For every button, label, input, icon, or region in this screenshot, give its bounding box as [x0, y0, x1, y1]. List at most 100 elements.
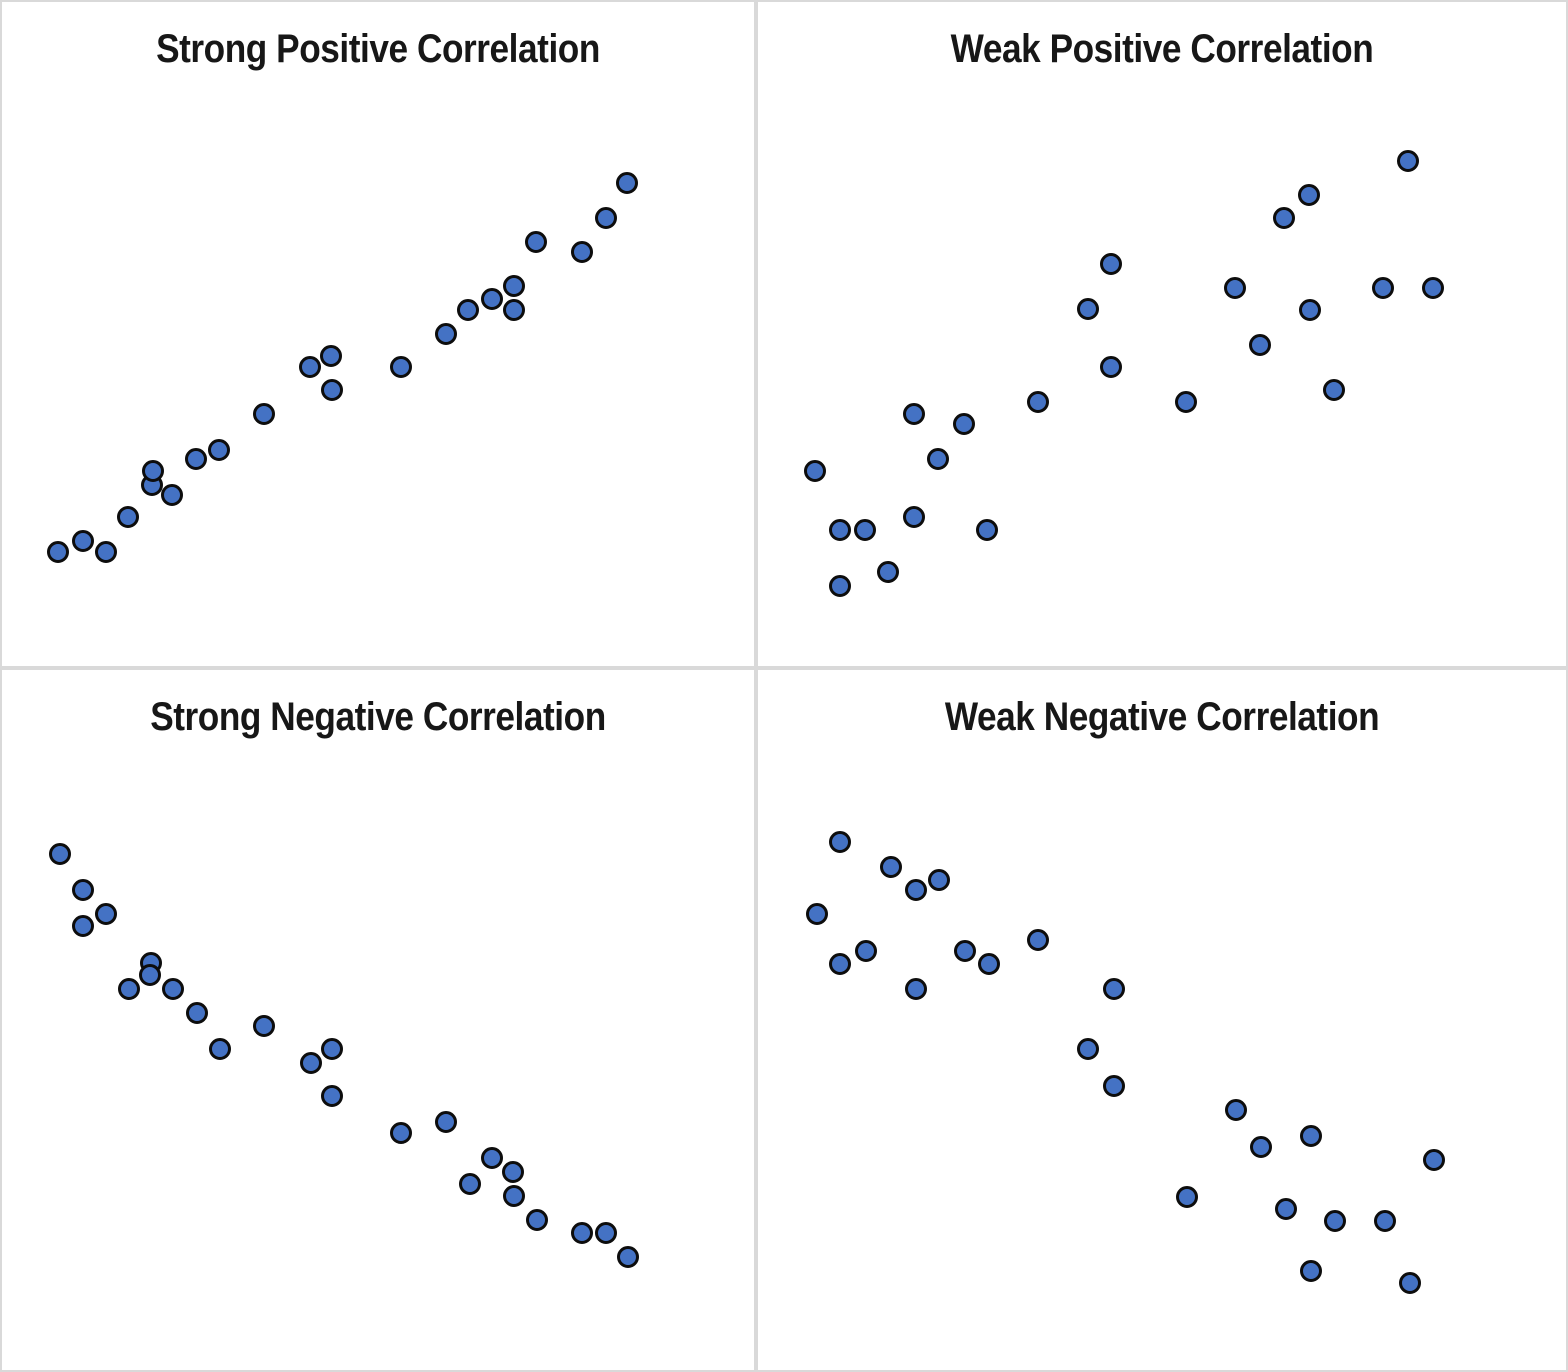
plot-area-weak-negative [758, 670, 1566, 1370]
scatter-point [1102, 978, 1125, 1001]
scatter-point [1300, 1259, 1323, 1282]
scatter-point [829, 518, 852, 541]
scatter-point [902, 403, 925, 426]
scatter-point [1421, 276, 1444, 299]
scatter-point [253, 403, 276, 426]
scatter-point [434, 323, 457, 345]
plot-area-strong-negative [2, 670, 754, 1370]
scatter-point [594, 207, 617, 230]
scatter-point [480, 288, 503, 311]
chart-title: Weak Negative Correlation [944, 695, 1380, 739]
scatter-point [1223, 276, 1246, 299]
scatter-point [1076, 1037, 1099, 1060]
scatter-point [503, 1184, 526, 1207]
scatter-point [47, 541, 70, 564]
scatter-point [457, 299, 480, 322]
scatter-point [458, 1172, 481, 1195]
scatter-point [389, 1122, 412, 1145]
scatter-point [300, 1051, 323, 1074]
scatter-point [94, 541, 117, 564]
chart-title: Strong Positive Correlation [156, 27, 600, 71]
scatter-point [142, 460, 165, 483]
scatter-point [298, 355, 321, 378]
scatter-point [526, 1209, 549, 1232]
scatter-point [853, 518, 876, 541]
scatter-point [1399, 1271, 1422, 1294]
scatter-point [48, 843, 71, 866]
chart-panel-strong-positive: Strong Positive Correlation [0, 0, 756, 668]
scatter-point [805, 903, 828, 926]
scatter-point [160, 484, 183, 507]
scatter-point [481, 1146, 504, 1169]
scatter-point [1100, 252, 1123, 275]
chart-panel-weak-negative: Weak Negative Correlation [756, 668, 1568, 1372]
scatter-point [829, 953, 852, 975]
scatter-point [927, 448, 950, 471]
scatter-point [1102, 1074, 1125, 1097]
scatter-point [803, 460, 826, 483]
scatter-point [617, 1245, 640, 1268]
scatter-point [502, 1160, 525, 1183]
scatter-point [1100, 355, 1123, 378]
scatter-point [904, 878, 927, 901]
scatter-point [118, 977, 141, 1000]
chart-panel-weak-positive: Weak Positive Correlation [756, 0, 1568, 668]
scatter-point [117, 505, 140, 528]
scatter-point [879, 855, 902, 878]
scatter-point [978, 953, 1001, 975]
scatter-point [1396, 150, 1419, 173]
scatter-point [503, 299, 526, 322]
scatter-point [321, 378, 344, 401]
scatter-point [855, 940, 878, 963]
scatter-point [1176, 1186, 1199, 1209]
scatter-point [1374, 1209, 1396, 1232]
scatter-point [1298, 299, 1321, 322]
scatter-point [320, 344, 343, 367]
chart-title: Strong Negative Correlation [150, 695, 606, 739]
plot-area-strong-positive [2, 2, 754, 666]
scatter-point [72, 878, 95, 901]
scatter-point [570, 1221, 593, 1244]
scatter-point [1275, 1198, 1298, 1220]
scatter-point [209, 1037, 232, 1060]
scatter-point [1250, 1136, 1273, 1159]
scatter-point [207, 438, 230, 461]
scatter-point [953, 413, 976, 436]
chart-title: Weak Positive Correlation [950, 27, 1374, 71]
scatter-point [594, 1221, 617, 1244]
chart-panel-strong-negative: Strong Negative Correlation [0, 668, 756, 1372]
scatter-point [976, 518, 999, 541]
scatter-point [524, 230, 547, 253]
plot-area-weak-positive [758, 2, 1566, 666]
scatter-point [953, 940, 976, 963]
scatter-point [435, 1111, 458, 1134]
scatter-point [1225, 1099, 1248, 1122]
scatter-point [72, 529, 95, 552]
scatter-point [1076, 298, 1099, 321]
scatter-point [1027, 928, 1050, 951]
scatter-point [1371, 276, 1394, 299]
scatter-point [1300, 1124, 1323, 1147]
scatter-point [1273, 206, 1295, 229]
scatter-point [877, 561, 900, 584]
scatter-point [902, 505, 925, 528]
scatter-point [389, 355, 412, 378]
scatter-point [904, 978, 927, 1001]
scatter-point [139, 964, 162, 987]
scatter-point [1423, 1149, 1446, 1171]
scatter-point [1323, 379, 1346, 402]
scatter-point [1298, 183, 1321, 206]
scatter-point [185, 448, 208, 471]
scatter-point [253, 1015, 276, 1038]
scatter-point [615, 171, 638, 194]
scatter-point [321, 1085, 344, 1108]
scatter-point [1323, 1209, 1346, 1232]
scatter-point [1248, 333, 1271, 356]
scatter-point [927, 869, 950, 891]
scatter-point [162, 977, 185, 1000]
scatter-point [72, 915, 95, 938]
scatter-point [829, 831, 852, 854]
scatter-point [570, 241, 593, 264]
scatter-point [321, 1037, 344, 1060]
